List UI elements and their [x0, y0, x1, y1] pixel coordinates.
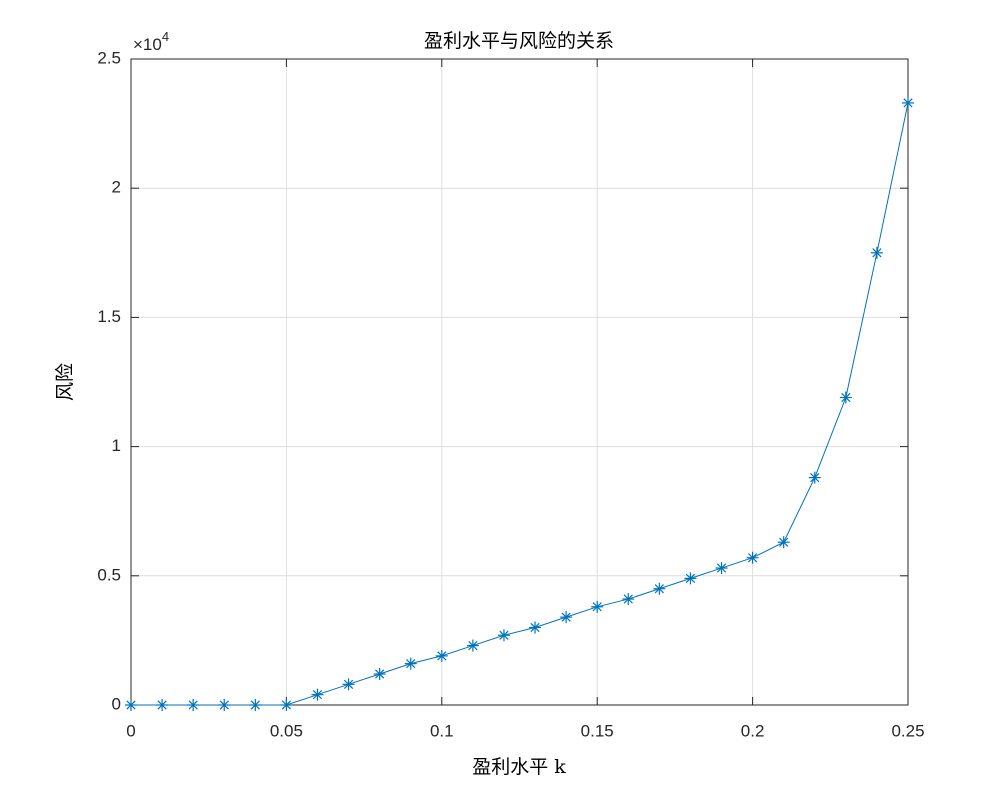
marker — [560, 611, 573, 624]
x-axis-label: 盈利水平 k — [472, 756, 566, 778]
x-tick-label: 0.2 — [741, 721, 765, 740]
marker-stroke — [499, 630, 509, 640]
marker — [902, 96, 914, 109]
y-multiplier-base: ×10 — [133, 35, 162, 54]
marker — [466, 639, 479, 652]
marker-stroke — [343, 679, 354, 689]
marker-stroke — [188, 700, 198, 710]
marker-stroke — [219, 700, 229, 710]
y-tick-label: 2 — [112, 178, 121, 197]
marker — [870, 246, 883, 259]
marker-stroke — [406, 659, 416, 669]
marker-stroke — [281, 700, 292, 710]
x-tick-label: 0.05 — [270, 721, 303, 740]
x-tick-label: 0.15 — [581, 721, 614, 740]
marker — [746, 551, 759, 564]
y-axis-label: 风险 — [54, 363, 76, 401]
marker — [249, 699, 262, 711]
marker — [777, 536, 790, 549]
y-tick-label: 0 — [112, 694, 121, 713]
marker-stroke — [841, 392, 851, 403]
marker-stroke — [437, 651, 447, 661]
marker-stroke — [126, 700, 136, 710]
marker-stroke — [685, 573, 696, 584]
marker — [529, 621, 542, 634]
marker-stroke — [561, 612, 571, 622]
marker — [125, 699, 137, 711]
x-tick-label: 0.25 — [891, 721, 924, 740]
marker — [218, 699, 231, 711]
y-tick-label: 0.5 — [97, 565, 121, 584]
marker — [715, 562, 728, 575]
marker-stroke — [375, 669, 385, 679]
y-tick-label: 2.5 — [97, 48, 121, 67]
marker — [591, 600, 604, 613]
marker-stroke — [592, 602, 602, 612]
marker-stroke — [250, 700, 260, 710]
plot-area — [131, 59, 908, 705]
marker — [839, 391, 852, 404]
marker-stroke — [716, 563, 727, 573]
chart-title: 盈利水平与风险的关系 — [424, 30, 614, 52]
marker — [684, 572, 697, 585]
marker — [808, 471, 821, 484]
marker-stroke — [157, 700, 167, 710]
y-multiplier-exponent: 4 — [162, 29, 169, 44]
marker — [435, 649, 448, 662]
marker-stroke — [872, 248, 882, 258]
marker-stroke — [779, 537, 789, 547]
marker — [653, 582, 666, 595]
y-tick-label: 1 — [112, 436, 121, 455]
marker — [156, 699, 169, 711]
marker-stroke — [903, 98, 913, 108]
y-tick-label: 1.5 — [97, 307, 121, 326]
marker — [622, 593, 635, 606]
marker — [187, 699, 200, 711]
axes-box — [130, 58, 909, 706]
marker-stroke — [810, 472, 820, 483]
marker — [280, 699, 293, 711]
marker-stroke — [312, 690, 323, 700]
marker-stroke — [654, 584, 664, 594]
marker-stroke — [468, 640, 478, 651]
x-tick-label: 0.1 — [430, 721, 454, 740]
marker-stroke — [747, 553, 758, 563]
marker — [497, 629, 510, 642]
marker — [342, 678, 355, 691]
x-tick-label: 0 — [126, 721, 135, 740]
marker — [404, 657, 417, 670]
marker-stroke — [530, 622, 540, 633]
y-multiplier: ×104 — [133, 29, 169, 54]
marker — [373, 667, 386, 680]
marker-stroke — [623, 594, 633, 604]
marker — [311, 688, 324, 701]
